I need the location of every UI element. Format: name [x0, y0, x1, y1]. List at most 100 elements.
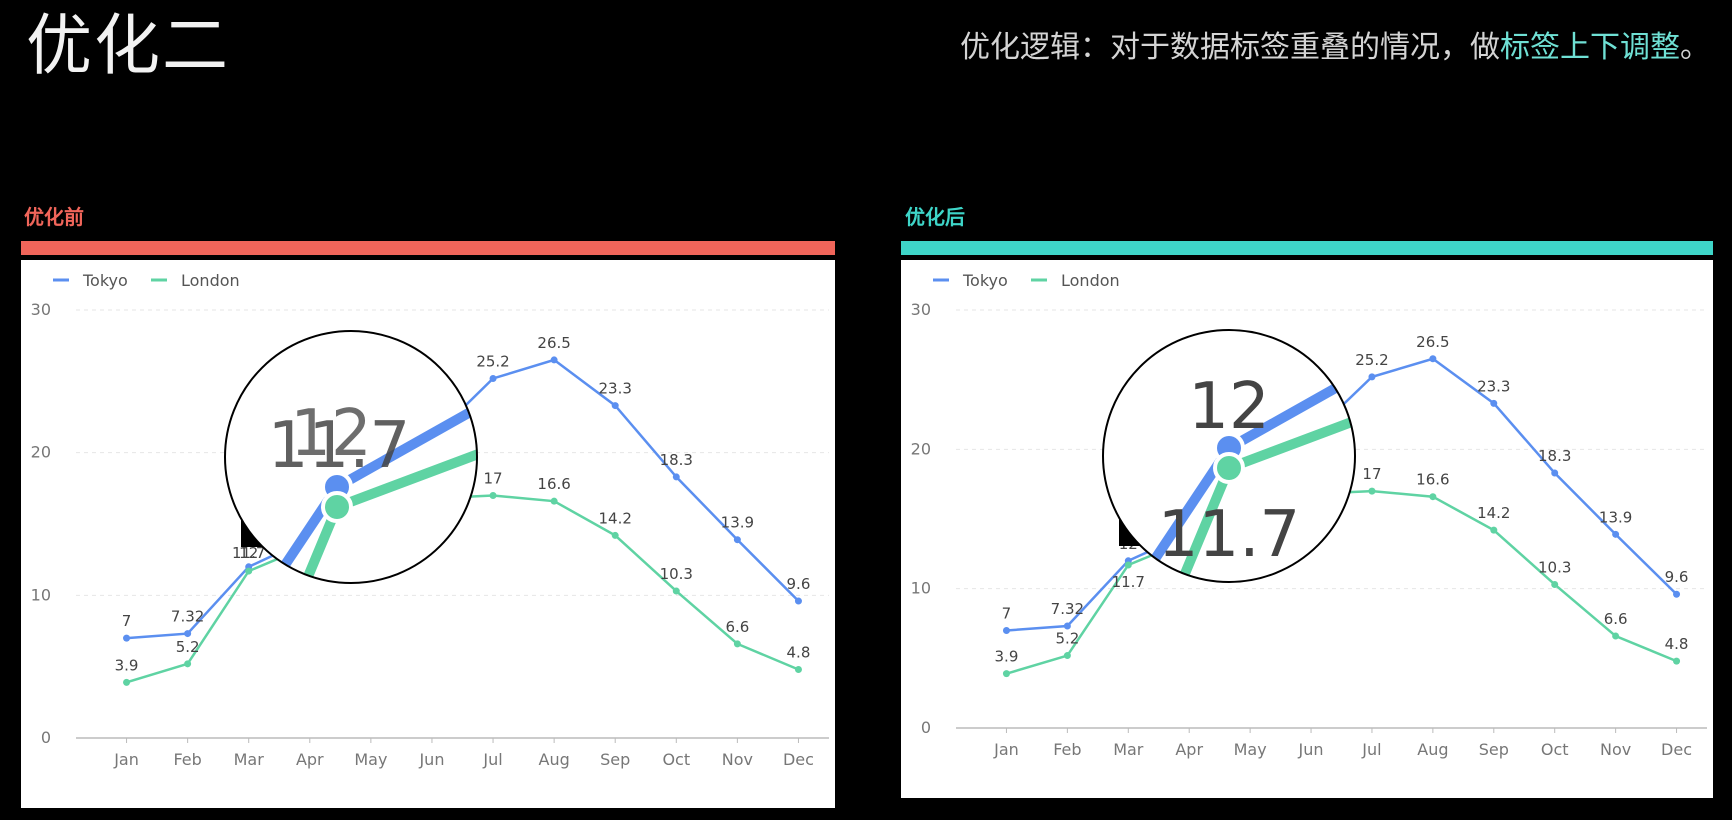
x-tick-label: Oct — [662, 750, 690, 769]
data-point-london[interactable] — [1124, 561, 1132, 569]
y-tick-label: 0 — [41, 728, 51, 747]
y-tick-label: 20 — [911, 439, 931, 458]
data-point-london[interactable] — [489, 491, 497, 499]
data-label-london: 5.2 — [176, 638, 200, 656]
data-point-london[interactable] — [733, 640, 741, 648]
description-text: 优化逻辑：对于数据标签重叠的情况，做 — [960, 30, 1500, 65]
lens-london-line-right — [1224, 403, 1355, 473]
x-tick-label: Apr — [1175, 740, 1203, 759]
data-label-tokyo: 18.3 — [1538, 447, 1571, 465]
x-tick-label: Sep — [1479, 740, 1509, 759]
data-point-london[interactable] — [1612, 632, 1620, 640]
data-label-london: 3.9 — [115, 656, 139, 674]
data-point-london[interactable] — [245, 567, 253, 575]
x-tick-label: Jul — [1361, 740, 1381, 759]
x-tick-label: Aug — [1417, 740, 1448, 759]
chart-svg: Tokyo London 0 10 20 30 Jan Feb Mar Apr May Jun Jul A… — [911, 271, 1707, 759]
data-point-london[interactable] — [794, 666, 802, 674]
legend-london[interactable]: London — [181, 271, 240, 290]
x-tick-label: Feb — [173, 750, 201, 769]
x-tick-label: Mar — [1113, 740, 1144, 759]
data-label-tokyo: 18.3 — [660, 451, 693, 469]
panel-label-before: 优化前 — [24, 205, 84, 229]
panel-label-after: 优化后 — [905, 205, 965, 229]
y-tick-label: 10 — [31, 585, 51, 604]
chart-svg: Tokyo London 0 10 20 30 Jan Feb Mar Apr May Jun Jul A… — [31, 271, 829, 769]
data-point-tokyo[interactable] — [489, 374, 497, 382]
data-point-london[interactable] — [1368, 487, 1376, 495]
legend-tokyo[interactable]: Tokyo — [82, 271, 128, 290]
chart-before: Tokyo London 0 10 20 30 Jan Feb Mar Apr May Jun Jul A… — [21, 260, 835, 808]
data-label-tokyo: 9.6 — [1665, 568, 1689, 586]
data-point-tokyo[interactable] — [611, 402, 619, 410]
x-tick-label: Jan — [993, 740, 1019, 759]
data-point-tokyo[interactable] — [1429, 355, 1437, 363]
data-point-tokyo[interactable] — [1368, 373, 1376, 381]
data-label-tokyo: 26.5 — [1416, 333, 1449, 351]
data-point-tokyo[interactable] — [1490, 399, 1498, 407]
data-point-tokyo[interactable] — [1673, 590, 1681, 598]
x-tick-label: Dec — [1661, 740, 1692, 759]
x-tick-label: Apr — [296, 750, 324, 769]
data-label-london: 6.6 — [725, 618, 749, 636]
data-label-tokyo: 7.32 — [1051, 600, 1084, 618]
data-point-tokyo[interactable] — [1002, 626, 1010, 634]
data-point-london[interactable] — [1063, 652, 1071, 660]
data-point-london[interactable] — [1490, 526, 1498, 534]
data-point-london[interactable] — [1673, 657, 1681, 665]
data-label-tokyo: 7 — [122, 612, 132, 630]
data-point-london[interactable] — [1002, 670, 1010, 678]
data-label-london: 3.9 — [995, 648, 1019, 666]
lens-london-line-left — [282, 502, 342, 583]
x-tick-label: Dec — [783, 750, 814, 769]
x-tick-label: Mar — [234, 750, 265, 769]
data-point-london[interactable] — [550, 497, 558, 505]
data-label-tokyo: 7 — [1002, 604, 1012, 622]
lens-tokyo-line-right — [1224, 353, 1355, 453]
data-point-london[interactable] — [123, 678, 131, 686]
x-tick-label: Feb — [1053, 740, 1081, 759]
lens-label-tokyo: 12 — [290, 397, 371, 471]
data-label-london: 5.2 — [1055, 630, 1079, 648]
lens-border — [1102, 329, 1356, 583]
data-label-tokyo: 25.2 — [476, 352, 509, 370]
data-point-tokyo[interactable] — [733, 536, 741, 544]
data-point-tokyo[interactable] — [550, 356, 558, 364]
data-point-london[interactable] — [672, 587, 680, 595]
data-point-london[interactable] — [184, 660, 192, 668]
data-label-london: 14.2 — [1477, 504, 1510, 522]
data-point-london[interactable] — [1551, 580, 1559, 588]
x-tick-label: May — [354, 750, 387, 769]
legend-tokyo[interactable]: Tokyo — [962, 271, 1008, 290]
description-highlight: 标签上下调整 — [1500, 30, 1680, 65]
data-label-london: 14.2 — [599, 509, 632, 527]
data-point-tokyo[interactable] — [184, 630, 192, 638]
data-label-london: 16.6 — [537, 475, 570, 493]
data-point-tokyo[interactable] — [1612, 530, 1620, 538]
page-title: 优化二 — [26, 7, 230, 84]
data-point-tokyo[interactable] — [672, 473, 680, 481]
data-label-london: 6.6 — [1604, 610, 1628, 628]
data-label-london: 11.7 — [1112, 573, 1145, 591]
x-tick-label: Jun — [418, 750, 444, 769]
data-point-tokyo[interactable] — [1551, 469, 1559, 477]
data-point-london[interactable] — [1429, 493, 1437, 501]
data-point-tokyo[interactable] — [1063, 622, 1071, 630]
data-label-london: 4.8 — [1665, 635, 1689, 653]
y-tick-label: 10 — [911, 579, 931, 598]
y-tick-label: 20 — [31, 443, 51, 462]
data-label-london: 17 — [1362, 465, 1381, 483]
lens-label-london: 11.7 — [1158, 498, 1301, 572]
legend-london[interactable]: London — [1061, 271, 1120, 290]
magnifier-lens: 12 11.7 — [1103, 330, 1355, 582]
lens-london-point — [1213, 452, 1245, 484]
data-label-london: 10.3 — [1538, 558, 1571, 576]
data-point-tokyo[interactable] — [794, 597, 802, 605]
data-label-tokyo: 25.2 — [1355, 351, 1388, 369]
x-tick-label: Nov — [1600, 740, 1631, 759]
data-point-tokyo[interactable] — [123, 634, 131, 642]
data-point-london[interactable] — [611, 531, 619, 539]
x-tick-label: Jan — [113, 750, 139, 769]
data-label-tokyo: 13.9 — [1599, 508, 1632, 526]
lens-london-line-left — [1174, 463, 1234, 582]
